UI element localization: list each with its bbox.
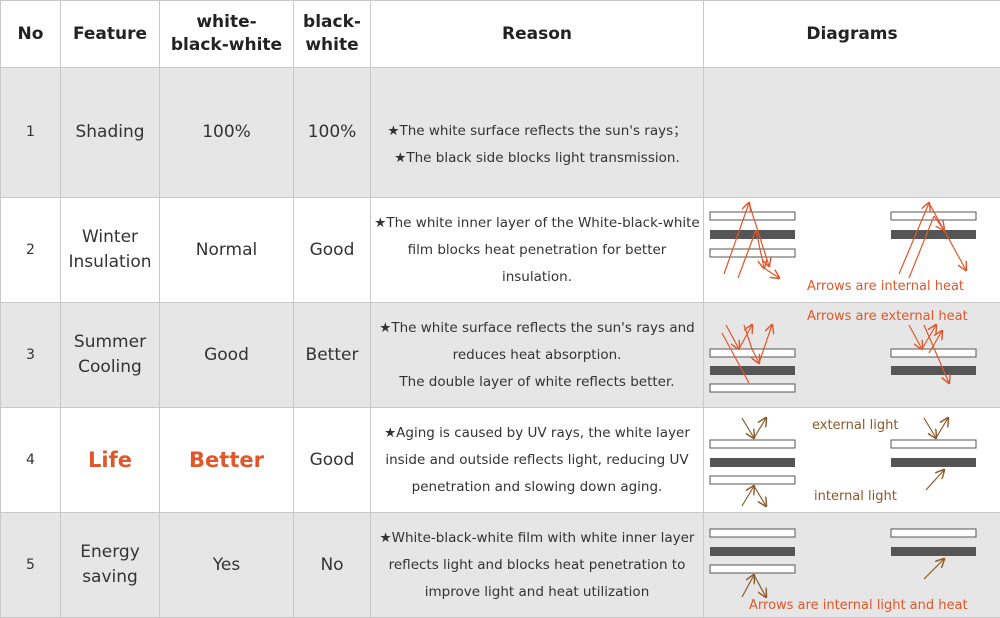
diagram-label-bottom: internal light <box>814 489 897 504</box>
reason-line: film blocks heat penetration for better <box>371 237 703 264</box>
header-diagrams: Diagrams <box>704 1 1000 68</box>
row-number: 2 <box>1 198 61 303</box>
reason-line: ★The white surface reflects the sun's ra… <box>371 118 703 145</box>
header-white-black-white: white- black-white <box>160 1 294 68</box>
wbw-value: 100% <box>160 68 294 198</box>
bw-value: Better <box>294 303 371 408</box>
feature-cell: Shading <box>61 68 160 198</box>
row-number: 4 <box>1 408 61 513</box>
summer-cooling-diagram: Arrows are external heat <box>704 303 1000 407</box>
life-diagram: external light internal light <box>704 408 1000 512</box>
reason-line: penetration and slowing down aging. <box>371 474 703 501</box>
reason-line: improve light and heat utilization <box>371 579 703 606</box>
reason-cell: ★Aging is caused by UV rays, the white l… <box>371 408 704 513</box>
reason-line: ★White-black-white film with white inner… <box>371 525 703 552</box>
reason-cell: ★The white inner layer of the White-blac… <box>371 198 704 303</box>
header-no: No <box>1 1 61 68</box>
wbw-film-icon <box>710 212 795 257</box>
diagram-label-top: external light <box>812 418 898 433</box>
diagram-label: Arrows are internal light and heat <box>749 598 968 613</box>
reason-line: ★The white inner layer of the White-blac… <box>371 210 703 237</box>
bw-film-icon <box>891 529 976 556</box>
bw-value: No <box>294 513 371 618</box>
feature-cell: Summer Cooling <box>61 303 160 408</box>
diagram-label: Arrows are internal heat <box>807 279 964 294</box>
header-row: No Feature white- black-white black- whi… <box>1 1 1000 68</box>
reason-line: ★Aging is caused by UV rays, the white l… <box>371 420 703 447</box>
bw-value: Good <box>294 408 371 513</box>
light-arrow-icon <box>924 418 948 490</box>
bw-film-icon <box>891 349 976 375</box>
feature-cell: Winter Insulation <box>61 198 160 303</box>
reason-cell: ★The white surface reflects the sun's ra… <box>371 303 704 408</box>
diagram-cell-energy: Arrows are internal light and heat <box>704 513 1000 618</box>
wbw-value: Good <box>160 303 294 408</box>
feature-cell: Energy saving <box>61 513 160 618</box>
reason-line: ★The white surface reflects the sun's ra… <box>371 315 703 342</box>
reason-line: reduces heat absorption. <box>371 342 703 369</box>
reason-line: reflects light and blocks heat penetrati… <box>371 552 703 579</box>
wbw-film-icon <box>710 349 795 392</box>
table-row: 1 Shading 100% 100% ★The white surface r… <box>1 68 1000 198</box>
light-arrow-icon <box>742 575 766 597</box>
bw-film-icon <box>891 440 976 467</box>
feature-cell-highlight: Life <box>61 408 160 513</box>
table-row: 3 Summer Cooling Good Better ★The white … <box>1 303 1000 408</box>
table-row: 5 Energy saving Yes No ★White-black-whit… <box>1 513 1000 618</box>
wbw-film-icon <box>710 529 795 573</box>
diagram-label: Arrows are external heat <box>807 309 968 324</box>
wbw-film-icon <box>710 440 795 484</box>
diagram-cell-life: external light internal light <box>704 408 1000 513</box>
reason-line: The double layer of white reflects bette… <box>371 369 703 396</box>
table-row: 2 Winter Insulation Normal Good ★The whi… <box>1 198 1000 303</box>
row-number: 3 <box>1 303 61 408</box>
reason-cell: ★White-black-white film with white inner… <box>371 513 704 618</box>
reason-line: inside and outside reflects light, reduc… <box>371 447 703 474</box>
header-reason: Reason <box>371 1 704 68</box>
diagram-cell-winter: Arrows are internal heat <box>704 198 1000 303</box>
reason-line: ★The black side blocks light transmissio… <box>371 145 703 172</box>
energy-saving-diagram: Arrows are internal light and heat <box>704 513 1000 617</box>
winter-insulation-diagram: Arrows are internal heat <box>704 198 1000 302</box>
diagram-cell-empty <box>704 68 1000 198</box>
header-feature: Feature <box>61 1 160 68</box>
wbw-value: Yes <box>160 513 294 618</box>
row-number: 1 <box>1 68 61 198</box>
table-row: 4 Life Better Good ★Aging is caused by U… <box>1 408 1000 513</box>
row-number: 5 <box>1 513 61 618</box>
reason-line: insulation. <box>371 264 703 291</box>
header-black-white: black- white <box>294 1 371 68</box>
diagram-cell-summer: Arrows are external heat <box>704 303 1000 408</box>
reason-cell: ★The white surface reflects the sun's ra… <box>371 68 704 198</box>
light-arrow-icon <box>924 559 944 579</box>
wbw-value-highlight: Better <box>160 408 294 513</box>
bw-value: Good <box>294 198 371 303</box>
wbw-value: Normal <box>160 198 294 303</box>
bw-value: 100% <box>294 68 371 198</box>
